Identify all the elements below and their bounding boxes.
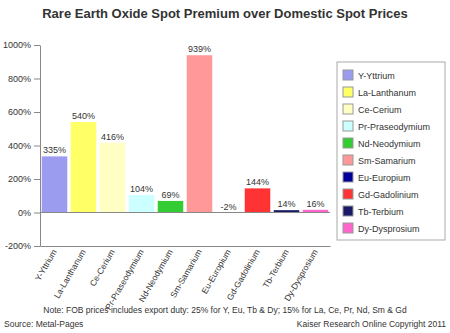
y-tick-label: -200%	[5, 241, 31, 251]
y-tick: 600%	[8, 107, 40, 117]
data-label: 69%	[161, 190, 179, 200]
x-tick: Ce-Cerium	[88, 246, 117, 288]
legend-label: Dy-Dysprosium	[358, 224, 420, 234]
y-tick-mark	[34, 45, 40, 46]
x-tick: Pr-Praseodymium	[103, 246, 146, 311]
y-tick-label: 1000%	[3, 40, 31, 50]
legend-swatch	[343, 223, 353, 233]
bar	[245, 188, 271, 212]
legend-label: Tb-Terbium	[358, 207, 404, 217]
y-tick-label: 600%	[8, 107, 31, 117]
legend-label: Pr-Praseodymium	[358, 122, 430, 132]
y-tick-label: 0%	[18, 208, 31, 218]
legend-swatch	[343, 206, 353, 216]
legend-swatch	[343, 121, 353, 131]
bar	[187, 55, 213, 212]
x-tick: Y-Yttrium	[33, 246, 59, 282]
data-label: 335%	[43, 145, 66, 155]
x-tick-label: Tb-Terbium	[261, 247, 291, 289]
data-label: 16%	[306, 199, 324, 209]
bar	[42, 156, 68, 212]
y-tick: 200%	[8, 174, 40, 184]
notes: Note: FOB prices includes export duty: 2…	[4, 305, 446, 329]
legend-swatch	[343, 172, 353, 182]
data-label: 14%	[277, 199, 295, 209]
bar	[71, 122, 97, 212]
legend-label: Gd-Gadolinium	[358, 190, 419, 200]
y-axis-line	[40, 46, 41, 247]
note: Source: Metal-Pages	[4, 319, 83, 329]
legend: Y-Yttrium La-Lanthanum Ce-Cerium Pr-Praseod…	[337, 62, 445, 240]
y-tick-label: 200%	[8, 174, 31, 184]
x-tick: Dy-Dysprosium	[282, 246, 320, 303]
note: Kaiser Research Online Copyright 2011	[297, 319, 446, 329]
x-tick-label: Sm-Samarium	[168, 247, 204, 299]
legend-label: Eu-Europium	[358, 173, 411, 183]
data-label: 144%	[246, 177, 269, 187]
x-tick-label: Gd-Gadolinium	[225, 247, 262, 302]
legend-swatch	[343, 138, 353, 148]
y-tick: 1000%	[3, 40, 40, 50]
x-tick-label: Dy-Dysprosium	[282, 247, 320, 302]
y-tick-mark	[34, 112, 40, 113]
data-label: -2%	[220, 202, 236, 212]
x-tick: Sm-Samarium	[168, 246, 204, 300]
legend-swatch	[343, 70, 353, 80]
y-tick: 800%	[8, 74, 40, 84]
note: Note: FOB prices includes export duty: 2…	[43, 305, 407, 315]
x-axis: Y-YttriumLa-LanthanumCe-CeriumPr-Praseod…	[33, 246, 331, 311]
legend-label: La-Lanthanum	[358, 88, 416, 98]
y-tick: 400%	[8, 141, 40, 151]
data-label: 416%	[101, 132, 124, 142]
legend-swatch	[343, 104, 353, 114]
title: Rare Earth Oxide Spot Premium over Domes…	[42, 6, 408, 21]
legend-swatch	[343, 87, 353, 97]
x-tick: Eu-Europium	[199, 246, 232, 295]
legend-label: Nd-Neodymium	[358, 139, 421, 149]
data-label: 104%	[130, 184, 153, 194]
legend-label: Ce-Cerium	[358, 105, 402, 115]
data-label: 540%	[72, 111, 95, 121]
y-axis: -200% 0% 200% 400% 600% 800% 1000%	[3, 40, 41, 251]
x-tick-label: Y-Yttrium	[33, 247, 59, 282]
legend-label: Sm-Samarium	[358, 156, 416, 166]
bar	[129, 195, 155, 212]
data-label: 939%	[188, 44, 211, 54]
bar	[158, 201, 184, 213]
chart: Rare Earth Oxide Spot Premium over Domes…	[0, 0, 450, 333]
y-tick-mark	[34, 146, 40, 147]
y-tick-mark	[34, 179, 40, 180]
bars	[42, 55, 329, 213]
y-tick-mark	[34, 246, 40, 247]
legend-swatch	[343, 155, 353, 165]
x-tick-label: Ce-Cerium	[88, 247, 117, 288]
x-tick: La-Lanthanum	[52, 246, 88, 300]
x-tick: Tb-Terbium	[261, 246, 291, 290]
x-tick-label: Pr-Praseodymium	[103, 247, 146, 311]
y-tick-mark	[34, 79, 40, 80]
y-tick: 0%	[18, 208, 40, 218]
legend-frame	[337, 62, 445, 240]
y-tick-label: 800%	[8, 74, 31, 84]
legend-swatch	[343, 189, 353, 199]
y-tick-label: 400%	[8, 141, 31, 151]
legend-label: Y-Yttrium	[358, 71, 395, 81]
x-tick: Gd-Gadolinium	[225, 246, 262, 302]
x-axis-line	[41, 246, 331, 247]
baseline	[40, 212, 330, 213]
x-tick-label: La-Lanthanum	[52, 247, 88, 299]
y-tick: -200%	[5, 241, 40, 251]
y-tick-mark	[34, 213, 40, 214]
data-labels: 335% 540% 416% 104% 69% 939% -2% 144% 14% 16%	[43, 44, 325, 211]
x-tick-label: Eu-Europium	[199, 247, 232, 295]
bar	[100, 143, 126, 213]
